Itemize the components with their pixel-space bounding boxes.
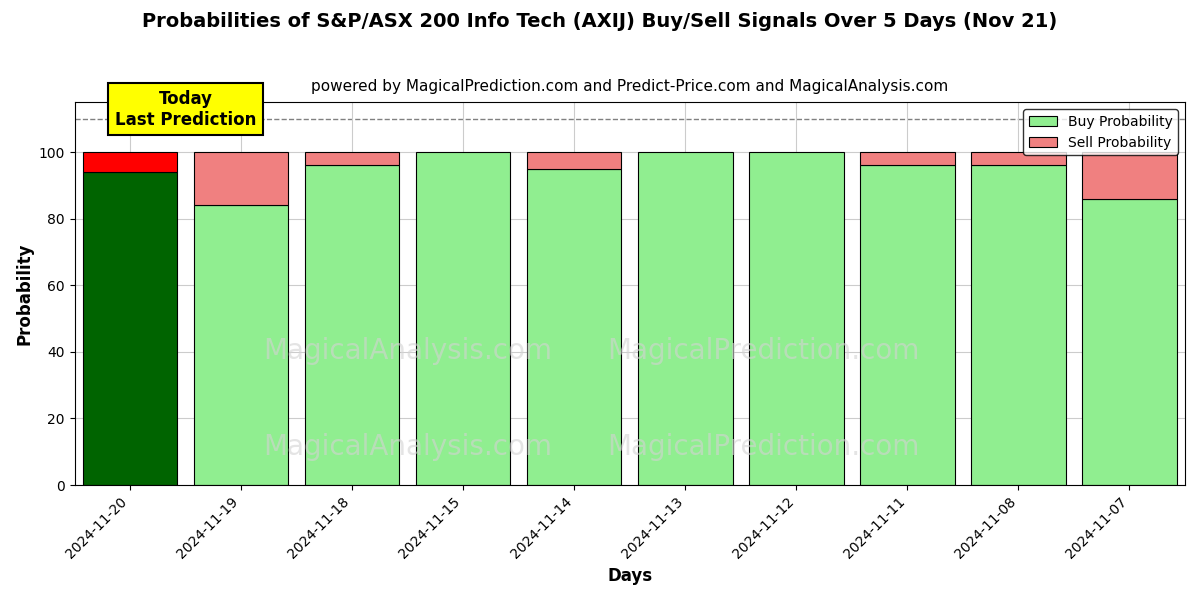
Bar [194,205,288,485]
Bar [1082,199,1177,485]
Bar [527,169,622,485]
Legend: Buy Probability, Sell Probability: Buy Probability, Sell Probability [1024,109,1178,155]
Bar [527,152,622,169]
Bar [860,166,955,485]
Bar [305,152,400,166]
Bar [194,152,288,205]
Bar [83,152,178,172]
Text: MagicalAnalysis.com: MagicalAnalysis.com [263,433,552,461]
Text: MagicalPrediction.com: MagicalPrediction.com [607,433,919,461]
Bar [971,166,1066,485]
Bar [749,152,844,485]
Bar [83,172,178,485]
Bar [1082,152,1177,199]
Bar [305,166,400,485]
Bar [638,152,732,485]
Bar [860,152,955,166]
Bar [971,152,1066,166]
Text: Today
Last Prediction: Today Last Prediction [115,90,257,129]
X-axis label: Days: Days [607,567,653,585]
Bar [416,152,510,485]
Text: MagicalPrediction.com: MagicalPrediction.com [607,337,919,365]
Title: powered by MagicalPrediction.com and Predict-Price.com and MagicalAnalysis.com: powered by MagicalPrediction.com and Pre… [311,79,948,94]
Y-axis label: Probability: Probability [16,242,34,345]
Text: Probabilities of S&P/ASX 200 Info Tech (AXIJ) Buy/Sell Signals Over 5 Days (Nov : Probabilities of S&P/ASX 200 Info Tech (… [143,12,1057,31]
Text: MagicalAnalysis.com: MagicalAnalysis.com [263,337,552,365]
